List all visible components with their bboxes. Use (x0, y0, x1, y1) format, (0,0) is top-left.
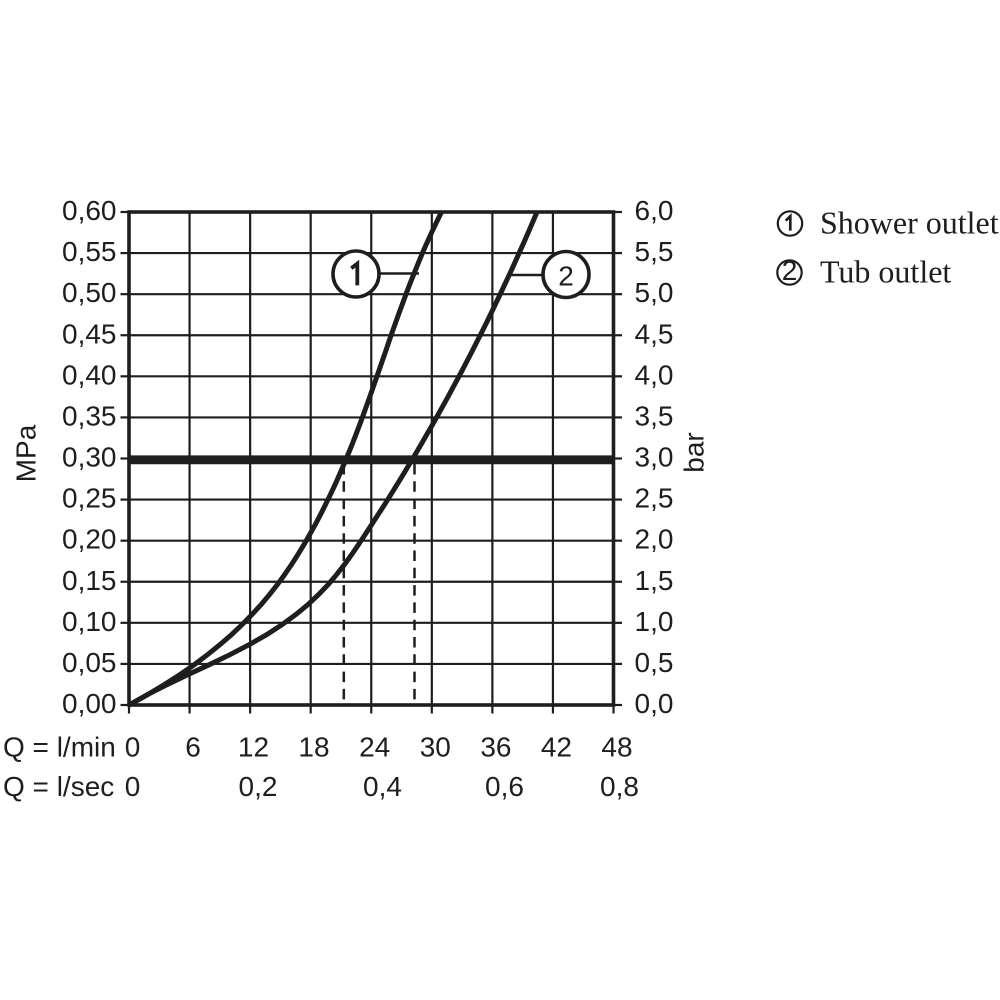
svg-text:4,5: 4,5 (635, 318, 674, 349)
svg-text:0,00: 0,00 (62, 688, 117, 719)
svg-text:0,2: 0,2 (239, 771, 278, 802)
svg-text:3,5: 3,5 (635, 400, 674, 431)
svg-text:0,50: 0,50 (62, 277, 117, 308)
svg-text:5,5: 5,5 (635, 236, 674, 267)
svg-text:0,10: 0,10 (62, 606, 117, 637)
svg-text:18: 18 (298, 731, 329, 762)
svg-text:42: 42 (541, 731, 572, 762)
svg-text:2: 2 (558, 261, 574, 292)
svg-text:0,30: 0,30 (62, 442, 117, 473)
svg-text:0: 0 (125, 771, 141, 802)
svg-text:Tub outlet: Tub outlet (820, 254, 951, 290)
svg-text:0,25: 0,25 (62, 483, 117, 514)
svg-text:Q = l/sec: Q = l/sec (3, 771, 114, 802)
svg-text:0,15: 0,15 (62, 565, 117, 596)
svg-text:12: 12 (238, 731, 269, 762)
svg-text:Shower outlet: Shower outlet (820, 205, 999, 241)
svg-text:0,8: 0,8 (600, 771, 639, 802)
svg-text:2: 2 (782, 255, 798, 286)
svg-text:0,45: 0,45 (62, 318, 117, 349)
svg-text:0,60: 0,60 (62, 195, 117, 226)
svg-text:24: 24 (359, 731, 390, 762)
svg-text:30: 30 (420, 731, 451, 762)
svg-text:48: 48 (601, 731, 632, 762)
svg-text:0,05: 0,05 (62, 647, 117, 678)
svg-text:1,0: 1,0 (635, 606, 674, 637)
svg-text:bar: bar (679, 432, 710, 472)
svg-text:0,20: 0,20 (62, 524, 117, 555)
svg-text:1,5: 1,5 (635, 565, 674, 596)
svg-text:0,6: 0,6 (485, 771, 524, 802)
svg-text:36: 36 (480, 731, 511, 762)
svg-text:Q = l/min: Q = l/min (3, 731, 116, 762)
svg-text:0,0: 0,0 (635, 688, 674, 719)
svg-text:0,55: 0,55 (62, 236, 117, 267)
svg-text:0,4: 0,4 (363, 771, 402, 802)
svg-text:MPa: MPa (11, 424, 42, 482)
svg-text:6: 6 (185, 731, 201, 762)
svg-text:6,0: 6,0 (635, 195, 674, 226)
svg-text:2,0: 2,0 (635, 524, 674, 555)
svg-text:2,5: 2,5 (635, 483, 674, 514)
svg-text:0: 0 (125, 731, 141, 762)
svg-text:5,0: 5,0 (635, 277, 674, 308)
svg-text:0,40: 0,40 (62, 359, 117, 390)
svg-text:0,35: 0,35 (62, 400, 117, 431)
svg-text:0,5: 0,5 (635, 647, 674, 678)
svg-text:3,0: 3,0 (635, 442, 674, 473)
svg-text:4,0: 4,0 (635, 359, 674, 390)
